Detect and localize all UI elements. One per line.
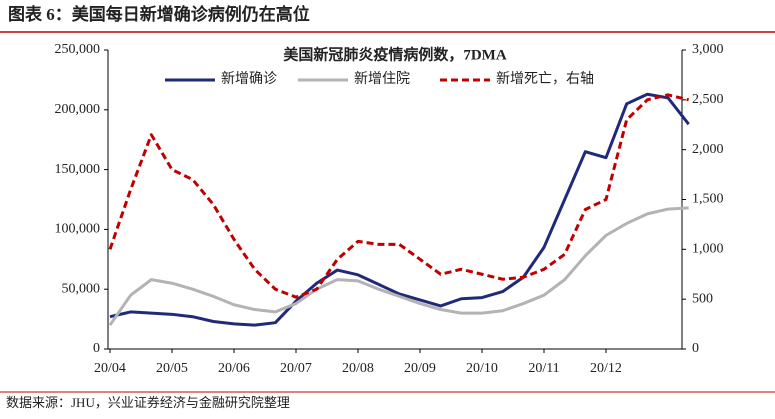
series-line: [108, 93, 690, 299]
x-tick-label: 20/08: [342, 361, 374, 376]
legend-label: 新增住院: [354, 71, 410, 87]
legend-label: 新增死亡，右轴: [496, 71, 594, 87]
y2-tick-label: 1,500: [692, 192, 724, 207]
legend-label: 新增确诊: [221, 71, 277, 87]
chart-title: 美国新冠肺炎疫情病例数，7DMA: [283, 45, 506, 63]
x-tick-label: 20/06: [218, 361, 250, 376]
y-tick-label: 50,000: [62, 281, 101, 296]
y-tick-label: 250,000: [55, 42, 101, 57]
x-tick-label: 20/05: [156, 361, 188, 376]
y2-tick-label: 500: [692, 291, 713, 306]
x-tick-label: 20/11: [528, 361, 559, 376]
x-tick-label: 20/12: [590, 361, 622, 376]
x-tick-label: 20/10: [466, 361, 498, 376]
y-tick-label: 100,000: [55, 222, 101, 237]
y2-tick-label: 2,500: [692, 92, 724, 107]
page-title: 图表 6：美国每日新增确诊病例仍在高位: [8, 4, 310, 24]
x-tick-label: 20/07: [280, 361, 312, 376]
y-tick-label: 200,000: [55, 102, 101, 117]
x-tick-label: 20/09: [404, 361, 436, 376]
series-line: [108, 206, 689, 326]
y2-tick-label: 3,000: [692, 42, 724, 57]
series-line: [109, 92, 690, 327]
source: 数据来源：JHU，兴业证券经济与金融研究院整理: [6, 395, 290, 410]
y-tick-label: 0: [93, 341, 100, 356]
y2-tick-label: 1,000: [692, 242, 724, 257]
x-tick-label: 20/04: [94, 361, 126, 376]
y2-tick-label: 0: [692, 341, 699, 356]
y-tick-label: 150,000: [55, 162, 101, 177]
y2-tick-label: 2,000: [692, 142, 724, 157]
